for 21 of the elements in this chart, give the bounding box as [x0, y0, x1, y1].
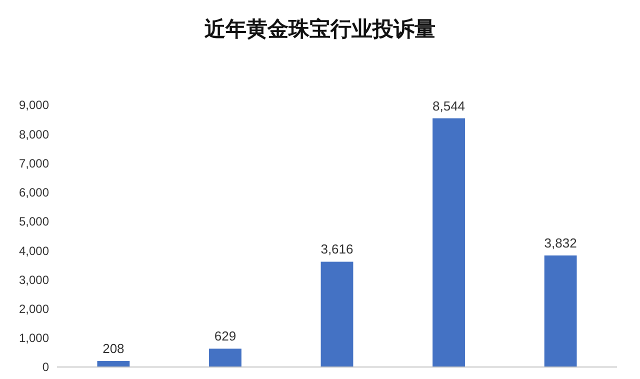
y-tick-label: 6,000 — [18, 186, 50, 200]
data-label: 3,616 — [320, 242, 354, 257]
y-tick-label: 2,000 — [18, 302, 50, 316]
data-label: 629 — [214, 328, 236, 344]
bar — [432, 118, 465, 367]
y-tick-label: 8,000 — [18, 127, 50, 142]
y-tick-label: 9,000 — [18, 98, 50, 112]
data-label: 8,544 — [432, 98, 466, 114]
data-label: 3,832 — [544, 235, 577, 250]
y-tick-label: 7,000 — [18, 156, 50, 170]
bar — [544, 255, 577, 367]
y-tick-label: 4,000 — [18, 244, 50, 258]
data-label: 208 — [102, 340, 124, 356]
y-tick-label: 5,000 — [18, 214, 50, 229]
bar — [209, 348, 242, 367]
y-tick-label: 1,000 — [18, 331, 50, 346]
bar — [320, 262, 354, 367]
bar — [97, 360, 130, 367]
chart-title: 近年黄金珠宝行业投诉量 — [204, 17, 436, 41]
y-tick-label: 0 — [42, 360, 50, 374]
y-tick-label: 3,000 — [18, 272, 50, 287]
